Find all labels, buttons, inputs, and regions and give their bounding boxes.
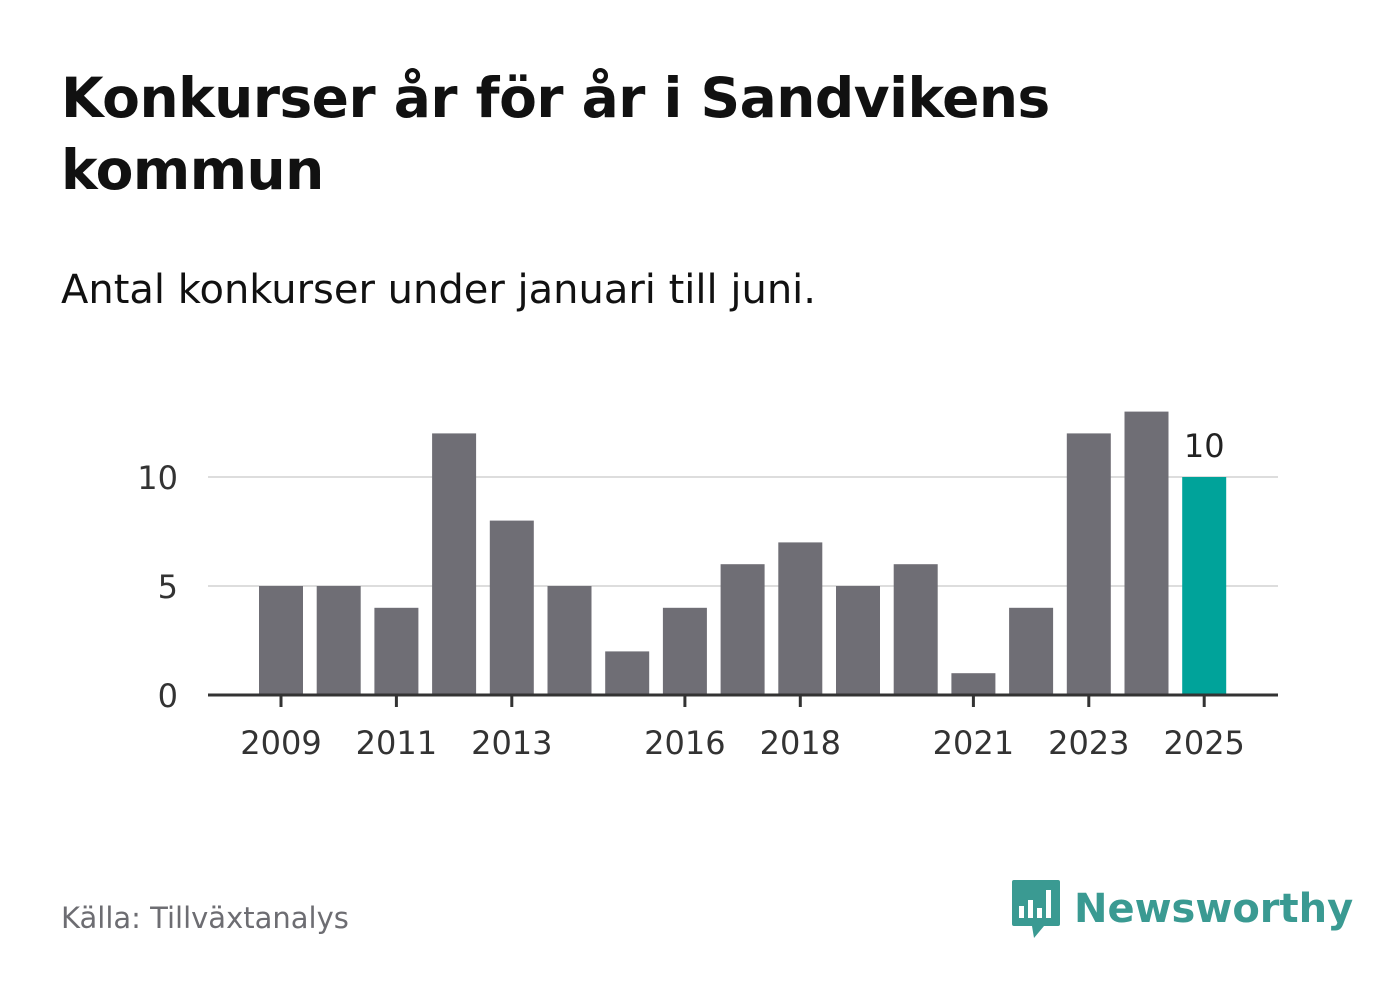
bar-2011: [374, 607, 419, 695]
x-tick-label: 2009: [240, 724, 321, 762]
y-tick-label: 0: [158, 677, 178, 715]
bar-2022: [1009, 607, 1054, 695]
x-tick-label: 2016: [644, 724, 725, 762]
bar-2012: [432, 433, 477, 695]
bar-chart-speech-bubble-icon: [1012, 880, 1060, 938]
bar-2020: [893, 564, 938, 695]
data-label-2025: 10: [1184, 427, 1225, 465]
bar-2015: [605, 651, 650, 695]
brand-name: Newsworthy: [1074, 886, 1354, 932]
x-tick-label: 2025: [1163, 724, 1244, 762]
bar-2019: [836, 586, 880, 695]
bar-2021: [951, 673, 996, 695]
bar-2014: [547, 586, 592, 695]
x-tick-label: 2023: [1048, 724, 1129, 762]
bar-2025: [1182, 477, 1227, 695]
x-tick-label: 2011: [356, 724, 437, 762]
chart-title: Konkurser år för år i Sandvikens kommun: [61, 66, 1050, 202]
bar-2009: [259, 586, 303, 695]
x-tick-label: 2018: [760, 724, 841, 762]
bar-2016: [662, 607, 707, 695]
brand-logo: Newsworthy: [1010, 876, 1353, 942]
x-tick-label: 2021: [933, 724, 1014, 762]
bar-2018: [778, 542, 823, 695]
y-tick-label: 10: [137, 459, 178, 497]
bar-2010: [316, 586, 361, 695]
bar-2023: [1066, 433, 1111, 695]
bar-2013: [489, 520, 534, 695]
chart-subtitle: Antal konkurser under januari till juni.: [61, 267, 816, 313]
y-tick-label: 5: [158, 568, 178, 606]
bar-chart: 0 5 10 10 2009 2011 2013 2016 2018 2021 2023 2025: [137, 411, 1278, 762]
x-tick-label: 2013: [471, 724, 552, 762]
source-note: Källa: Tillväxtanalys: [61, 901, 349, 935]
bar-2017: [720, 564, 765, 695]
bar-2024: [1124, 411, 1169, 695]
